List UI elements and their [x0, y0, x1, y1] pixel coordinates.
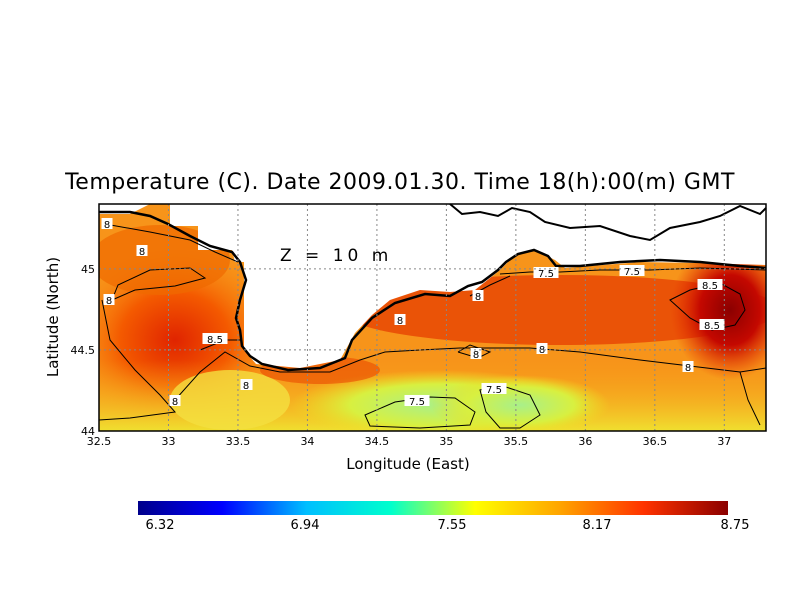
contour-label-bg — [697, 279, 723, 290]
y-tick-label: 45 — [81, 263, 95, 276]
contour-label: 8 — [685, 363, 691, 374]
contour-label: 8 — [397, 316, 403, 327]
contour-label: 8 — [473, 350, 479, 361]
y-ticks: 44 44.5 45 — [71, 263, 96, 438]
contour-label-bg — [472, 290, 484, 301]
x-ticks: 32.5 33 33.5 34 34.5 35 35.5 36 36.5 37 — [87, 435, 732, 448]
colorbar-label-2: 7.55 — [437, 518, 467, 533]
plot-frame — [98, 203, 767, 432]
x-tick-label: 36.5 — [643, 435, 668, 448]
colorbar-label-3: 8.17 — [582, 518, 612, 533]
contour-label-bg — [169, 395, 181, 406]
contour-label-bg — [533, 267, 559, 278]
contour-label: 8 — [475, 292, 481, 303]
contour-label: 7.5 — [624, 267, 640, 278]
colorbar-label-1: 6.94 — [290, 518, 320, 533]
contour-label-bg — [682, 361, 694, 372]
contour-label-bg — [699, 319, 725, 330]
contour-label: 8 — [243, 381, 249, 392]
y-tick-label: 44 — [81, 425, 95, 438]
colorbar-label-4: 8.75 — [720, 518, 750, 533]
land-crimea — [99, 204, 766, 368]
depth-label: Z = 10 m — [280, 246, 393, 266]
contour-label: 7.5 — [538, 269, 554, 280]
x-tick-label: 37 — [717, 435, 731, 448]
colorbar — [138, 501, 728, 515]
contour-label-bg — [136, 245, 148, 256]
contour-label: 8 — [172, 397, 178, 408]
contour-label-bg — [101, 218, 113, 229]
contour-label: 7.5 — [486, 385, 502, 396]
contour-label-bg — [470, 348, 482, 359]
contour-label-bg — [394, 314, 406, 325]
y-tick-label: 44.5 — [71, 344, 96, 357]
x-tick-label: 34 — [300, 435, 314, 448]
contour-label: 8.5 — [704, 321, 720, 332]
contour-label-bg — [481, 383, 507, 394]
contour-label: 8 — [104, 220, 110, 231]
contour-label-bg — [240, 379, 252, 390]
contour-label: 8 — [539, 345, 545, 356]
contour-label: 8 — [139, 247, 145, 258]
contour-label: 8 — [106, 296, 112, 307]
contour-label-bg — [103, 294, 115, 305]
contour-label-bg — [536, 343, 548, 354]
contour-label: 8.5 — [207, 335, 223, 346]
contour-label-bg — [202, 333, 228, 344]
colorbar-label-0: 6.32 — [145, 518, 175, 533]
x-axis-title: Longitude (East) — [346, 455, 469, 473]
coastline-north — [449, 203, 767, 242]
x-tick-label: 35 — [439, 435, 453, 448]
contour-label-bg — [619, 265, 645, 276]
x-tick-label: 33.5 — [226, 435, 251, 448]
x-tick-label: 36 — [578, 435, 592, 448]
x-tick-label: 32.5 — [87, 435, 112, 448]
contour-label-bg — [404, 395, 430, 406]
x-tick-label: 33 — [161, 435, 175, 448]
x-tick-label: 35.5 — [504, 435, 529, 448]
contour-label: 7.5 — [409, 397, 425, 408]
x-tick-label: 34.5 — [365, 435, 390, 448]
y-axis-title: Latitude (North) — [44, 257, 62, 377]
coastline — [99, 210, 767, 372]
contour-label: 8.5 — [702, 281, 718, 292]
chart-title: Temperature (C). Date 2009.01.30. Time 1… — [65, 170, 735, 195]
